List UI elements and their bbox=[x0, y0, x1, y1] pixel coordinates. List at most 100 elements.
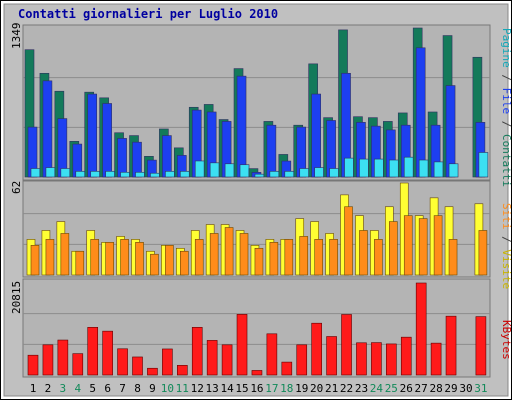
bar-kbytes-day-9 bbox=[147, 367, 158, 376]
panel-kbytes-ymax-label: 20815 bbox=[10, 281, 23, 314]
bar-kbytes-day-26 bbox=[400, 336, 412, 376]
side-label-segment: Pagine bbox=[500, 28, 512, 68]
bar-siti-day-21 bbox=[329, 239, 338, 276]
bar-kbytes-day-17 bbox=[266, 333, 278, 376]
bar-siti-day-27 bbox=[418, 218, 428, 276]
bar-pagine-day-13 bbox=[209, 162, 220, 178]
bar-siti-day-14 bbox=[224, 227, 234, 276]
bar-siti-day-5 bbox=[90, 239, 100, 276]
x-tick-label-day-24: 24 bbox=[370, 382, 384, 395]
bar-kbytes-day-13 bbox=[206, 340, 218, 376]
bar-pagine-day-14 bbox=[224, 163, 235, 178]
bar-siti-day-20 bbox=[314, 239, 323, 276]
bar-kbytes-day-22 bbox=[341, 314, 352, 376]
bar-kbytes-day-11 bbox=[177, 365, 188, 376]
bar-kbytes-day-28 bbox=[430, 342, 442, 376]
bar-file-day-20 bbox=[311, 93, 321, 178]
bar-siti-day-12 bbox=[194, 239, 204, 276]
x-tick-label-day-15: 15 bbox=[235, 382, 248, 395]
x-tick-label-day-4: 4 bbox=[74, 382, 81, 395]
bar-pagine-day-24 bbox=[374, 158, 384, 178]
bar-pagine-day-1 bbox=[30, 168, 41, 178]
x-tick-label-day-21: 21 bbox=[325, 382, 338, 395]
bar-pagine-day-27 bbox=[418, 159, 429, 178]
x-tick-label-day-30: 30 bbox=[459, 382, 472, 395]
side-label-segment: / bbox=[500, 114, 512, 134]
x-tick-label-day-31: 31 bbox=[474, 382, 487, 395]
x-tick-label-day-14: 14 bbox=[220, 382, 234, 395]
bar-pagine-day-20 bbox=[314, 167, 324, 178]
bar-pagine-day-18 bbox=[284, 171, 295, 178]
panel-hits-ymax-label: 1349 bbox=[10, 23, 23, 50]
bar-siti-day-15 bbox=[239, 233, 249, 276]
bar-pagine-day-9 bbox=[150, 172, 160, 178]
panel-visits-ymax-label: 62 bbox=[10, 181, 23, 194]
bar-kbytes-day-23 bbox=[356, 342, 367, 376]
bar-siti-day-1 bbox=[30, 245, 40, 276]
x-tick-label-day-6: 6 bbox=[104, 382, 111, 395]
bar-siti-day-31 bbox=[478, 230, 488, 276]
side-label-segment: Siti bbox=[500, 203, 512, 230]
x-tick-label-day-17: 17 bbox=[265, 382, 278, 395]
bar-pagine-day-6 bbox=[105, 171, 115, 178]
x-tick-label-day-25: 25 bbox=[385, 382, 398, 395]
chart-title: Contatti giornalieri per Luglio 2010 bbox=[18, 7, 278, 21]
x-tick-label-day-2: 2 bbox=[45, 382, 52, 395]
x-tick-label-day-5: 5 bbox=[89, 382, 96, 395]
side-label-segment: Contatti bbox=[500, 134, 512, 187]
panel-hits-side-label: Pagine / File / Contatti bbox=[500, 28, 512, 187]
side-label-segment: File bbox=[500, 88, 512, 115]
bar-pagine-day-23 bbox=[359, 158, 369, 178]
bar-siti-day-6 bbox=[105, 242, 114, 276]
panel-visits-side-label: Siti / Visite bbox=[500, 203, 512, 289]
bar-kbytes-day-20 bbox=[311, 322, 322, 376]
bar-pagine-day-10 bbox=[165, 171, 175, 178]
bar-kbytes-day-31 bbox=[475, 316, 487, 376]
x-axis-day-labels: 1 2 3 4 5 6 7 8 9 10 11 12 13 14 15 16 17 18 19 20 21 22 23 24 2… bbox=[30, 382, 488, 395]
bar-siti-day-22 bbox=[344, 206, 353, 276]
x-tick-label-day-23: 23 bbox=[355, 382, 368, 395]
panel-kbytes-background bbox=[22, 278, 491, 378]
bar-siti-day-3 bbox=[60, 233, 70, 276]
bar-siti-day-23 bbox=[359, 230, 368, 276]
x-tick-label-day-27: 27 bbox=[415, 382, 428, 395]
bar-kbytes-day-27 bbox=[415, 282, 427, 376]
bar-kbytes-day-7 bbox=[117, 348, 128, 376]
bar-siti-day-26 bbox=[403, 215, 413, 276]
bar-kbytes-day-1 bbox=[27, 354, 39, 376]
bar-siti-day-19 bbox=[299, 236, 309, 276]
bar-kbytes-day-15 bbox=[236, 314, 248, 376]
x-tick-label-day-20: 20 bbox=[310, 382, 323, 395]
x-tick-label-day-13: 13 bbox=[206, 382, 219, 395]
bar-file-day-7 bbox=[117, 138, 127, 178]
x-tick-label-day-29: 29 bbox=[444, 382, 457, 395]
panel-kbytes-side-label: KBytes bbox=[500, 320, 512, 360]
bar-siti-day-10 bbox=[165, 245, 174, 276]
x-tick-label-day-28: 28 bbox=[429, 382, 442, 395]
bar-siti-day-4 bbox=[75, 250, 85, 276]
x-tick-label-day-19: 19 bbox=[295, 382, 308, 395]
bar-kbytes-day-6 bbox=[102, 330, 113, 376]
bar-siti-day-11 bbox=[180, 250, 189, 276]
bar-siti-day-2 bbox=[45, 239, 55, 276]
bar-pagine-day-25 bbox=[389, 159, 399, 178]
bar-pagine-day-29 bbox=[448, 163, 459, 178]
bar-kbytes-day-24 bbox=[371, 342, 382, 376]
bar-pagine-day-19 bbox=[299, 168, 310, 178]
side-label-segment: / bbox=[500, 230, 512, 250]
bar-siti-day-8 bbox=[135, 242, 144, 276]
bar-kbytes-day-21 bbox=[326, 336, 337, 376]
bar-siti-day-29 bbox=[448, 239, 458, 276]
bar-pagine-day-7 bbox=[120, 171, 130, 178]
bar-pagine-day-16 bbox=[254, 173, 265, 178]
bar-siti-day-9 bbox=[150, 253, 159, 276]
bar-siti-day-18 bbox=[284, 239, 294, 276]
bar-pagine-day-17 bbox=[269, 171, 280, 178]
x-tick-label-day-3: 3 bbox=[60, 382, 67, 395]
bar-pagine-day-15 bbox=[239, 164, 250, 178]
bar-kbytes-day-16 bbox=[251, 370, 263, 376]
x-tick-label-day-12: 12 bbox=[191, 382, 204, 395]
bar-pagine-day-26 bbox=[403, 156, 414, 178]
bar-kbytes-day-29 bbox=[445, 315, 457, 376]
